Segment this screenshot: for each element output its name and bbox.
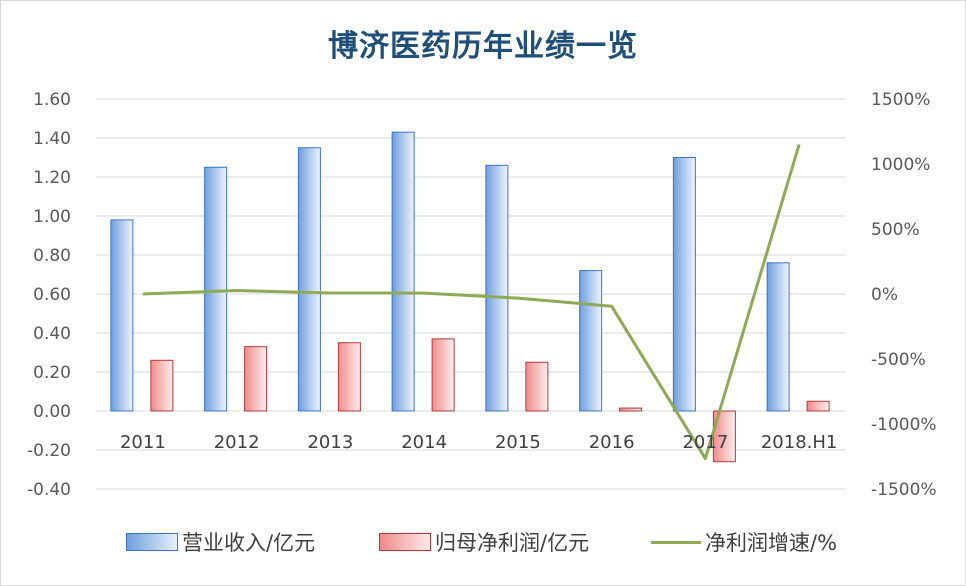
y-left-tick-label: 0.00 (33, 402, 71, 422)
y-left-tick-label: 0.40 (33, 324, 71, 344)
y-left-tick-label: 1.60 (33, 90, 71, 110)
legend-label-profit: 归母净利润/亿元 (435, 531, 590, 555)
y-right-tick-label: -1500% (871, 480, 937, 500)
x-category-label: 2017 (682, 432, 728, 453)
bar-profit-2015 (525, 361, 549, 412)
bar-profit-2012 (244, 346, 268, 412)
bar-revenue-2011 (110, 219, 134, 412)
y-right-tick-label: 1000% (871, 155, 930, 175)
bar-profit-2016 (619, 407, 643, 412)
bar-revenue-2017 (672, 157, 696, 412)
x-category-label: 2018.H1 (761, 432, 838, 453)
y-left-tick-label: 0.60 (33, 285, 71, 305)
y-left-tick-label: 1.00 (33, 207, 71, 227)
legend-swatch-growth (651, 540, 701, 544)
chart-title: 博济医药历年业绩一览 (328, 29, 638, 64)
x-category-label: 2016 (589, 432, 635, 453)
bar-revenue-2015 (485, 164, 509, 412)
bar-revenue-2016 (579, 270, 603, 412)
legend-swatch-revenue (126, 533, 178, 551)
legend-swatch-profit (379, 533, 431, 551)
bar-revenue-2014 (391, 131, 415, 412)
bar-revenue-2012 (204, 166, 228, 412)
bar-profit-2014 (431, 338, 455, 412)
x-category-label: 2013 (307, 432, 353, 453)
legend-label-revenue: 营业收入/亿元 (182, 531, 316, 555)
y-left-tick-label: -0.20 (27, 441, 71, 461)
bar-revenue-2013 (297, 147, 321, 412)
y-left-tick-label: 1.40 (33, 129, 71, 149)
y-right-tick-label: 0% (871, 285, 898, 305)
bar-profit-2011 (150, 359, 174, 412)
y-left-tick-label: -0.40 (27, 480, 71, 500)
line-growth (142, 144, 801, 461)
legend-label-growth: 净利润增速/% (705, 531, 838, 555)
y-right-tick-label: 1500% (871, 90, 930, 110)
bar-profit-2018.H1 (806, 400, 830, 412)
y-left-tick-label: 1.20 (33, 168, 71, 188)
x-category-label: 2014 (401, 432, 447, 453)
bar-revenue-2018.H1 (766, 262, 790, 412)
y-left-tick-label: 0.80 (33, 246, 71, 266)
bar-profit-2013 (337, 342, 361, 412)
chart-legend: 营业收入/亿元 归母净利润/亿元 净利润增速/% (1, 524, 965, 560)
legend-item-revenue: 营业收入/亿元 (126, 524, 315, 560)
x-category-label: 2012 (214, 432, 260, 453)
legend-item-profit: 归母净利润/亿元 (379, 524, 589, 560)
legend-item-growth: 净利润增速/% (651, 524, 837, 560)
y-right-tick-label: 500% (871, 220, 920, 240)
x-category-label: 2011 (120, 432, 166, 453)
y-right-tick-label: -1000% (871, 415, 937, 435)
x-category-label: 2015 (495, 432, 541, 453)
y-left-tick-label: 0.20 (33, 363, 71, 383)
y-right-tick-label: -500% (871, 350, 926, 370)
